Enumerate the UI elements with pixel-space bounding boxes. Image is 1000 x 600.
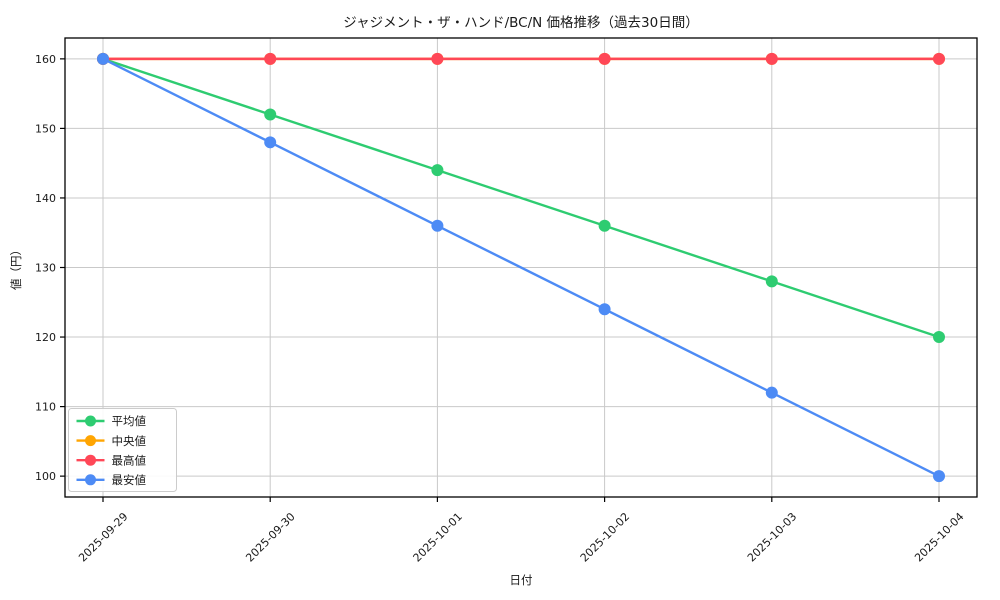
legend-label: 最安値 xyxy=(112,473,147,487)
data-point-marker xyxy=(97,52,109,65)
data-point-marker xyxy=(598,52,611,65)
data-point-marker xyxy=(264,136,277,149)
chart-title: ジャジメント・ザ・ハンド/BC/N 価格推移（過去30日間） xyxy=(343,15,698,31)
series-line-0 xyxy=(102,57,940,339)
y-tick-label: 100 xyxy=(35,470,56,483)
data-point-marker xyxy=(598,303,611,316)
legend-label: 中央値 xyxy=(112,434,147,448)
data-point-marker xyxy=(431,164,444,177)
legend xyxy=(68,408,177,492)
data-point-marker xyxy=(431,52,444,65)
x-axis-label: 日付 xyxy=(510,573,533,587)
y-tick-label: 120 xyxy=(35,331,56,344)
data-point-marker xyxy=(264,108,277,121)
y-tick-label: 150 xyxy=(35,122,56,135)
data-point-marker xyxy=(765,52,778,65)
data-point-marker xyxy=(933,52,945,65)
y-tick-label: 140 xyxy=(35,192,56,205)
y-tick-label: 160 xyxy=(35,53,56,66)
data-point-marker xyxy=(264,52,277,65)
x-tick-label: 2025-10-04 xyxy=(912,510,966,564)
legend-marker xyxy=(85,415,96,427)
legend-marker xyxy=(85,454,96,466)
data-point-marker xyxy=(765,386,778,399)
data-point-marker xyxy=(431,219,444,232)
y-tick-label: 130 xyxy=(35,262,56,275)
legend-label: 最高値 xyxy=(112,453,147,467)
data-point-marker xyxy=(598,219,611,232)
y-axis-label: 値（円） xyxy=(9,244,23,290)
data-point-marker xyxy=(933,331,945,344)
data-point-marker xyxy=(765,275,778,288)
x-tick-label: 2025-10-02 xyxy=(578,510,632,564)
y-tick-label: 110 xyxy=(35,401,56,414)
legend-marker xyxy=(85,435,96,447)
series-line-3 xyxy=(102,57,940,478)
x-tick-label: 2025-09-30 xyxy=(243,510,297,564)
x-tick-label: 2025-10-01 xyxy=(411,510,465,564)
legend-marker xyxy=(85,474,96,486)
data-point-marker xyxy=(933,470,945,483)
x-tick-label: 2025-10-03 xyxy=(745,510,799,564)
legend-label: 平均値 xyxy=(112,414,147,428)
x-tick-label: 2025-09-29 xyxy=(76,510,130,564)
